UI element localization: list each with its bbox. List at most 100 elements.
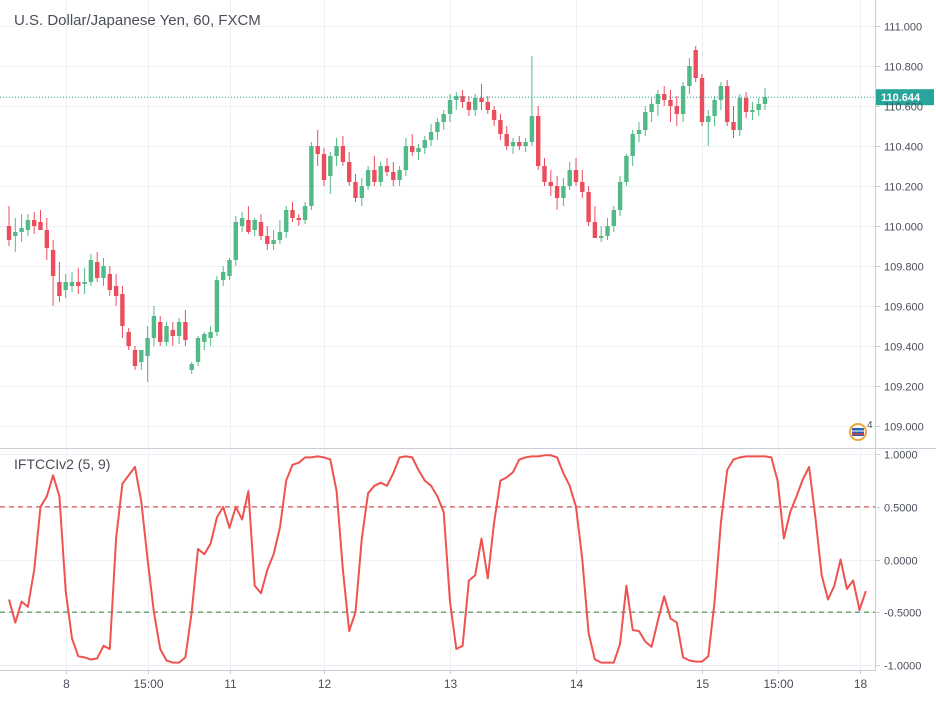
- candle-body: [6, 226, 12, 240]
- candle-body: [328, 156, 333, 176]
- candle-body: [214, 280, 220, 332]
- candle-body: [706, 116, 711, 122]
- candle-body: [69, 282, 75, 286]
- candle-body: [132, 350, 138, 366]
- axis-layer: 8 15:00 11 12 13 14 15 15:00 18 111.000 110.800 110…: [63, 22, 924, 692]
- candle-body: [183, 322, 188, 340]
- candle-body: [309, 146, 314, 206]
- candle-body: [57, 282, 62, 296]
- candle-body: [340, 146, 346, 162]
- candle-body: [680, 86, 686, 114]
- candle-body: [523, 142, 528, 146]
- candle-body: [397, 170, 402, 180]
- candle-body: [693, 50, 698, 78]
- candle-body: [605, 226, 610, 236]
- candle-body: [353, 182, 358, 198]
- candle-body: [208, 332, 213, 338]
- candle-body: [25, 220, 31, 230]
- candle-body: [561, 186, 566, 198]
- time-tick-label: 8: [63, 677, 70, 691]
- candle-body: [674, 106, 679, 114]
- candle-body: [454, 96, 459, 100]
- candle-body: [302, 206, 308, 220]
- candle-body: [139, 350, 144, 362]
- candle-body: [202, 334, 207, 342]
- indicator-tick-label: -0.5000: [884, 608, 921, 620]
- candle-body: [510, 142, 516, 146]
- candle-body: [643, 112, 648, 130]
- candle-body: [290, 210, 295, 218]
- candle-body: [101, 266, 106, 278]
- price-tick-label: 110.800: [884, 62, 923, 74]
- candle-body: [630, 134, 635, 156]
- candle-body: [145, 338, 150, 356]
- candle-body: [649, 104, 654, 112]
- candle-body: [573, 170, 579, 182]
- candle-body: [403, 146, 409, 170]
- candle-body: [113, 286, 119, 296]
- candle-body: [731, 122, 736, 130]
- time-tick-label: 12: [318, 677, 332, 691]
- candle-body: [44, 230, 49, 248]
- candle-body: [536, 116, 541, 166]
- candle-body: [365, 170, 371, 186]
- candle-body: [126, 332, 131, 346]
- candle-body: [76, 282, 81, 286]
- candle-body: [170, 330, 175, 336]
- price-tick-label: 109.400: [884, 342, 924, 354]
- price-tick-label: 111.000: [884, 22, 922, 34]
- candle-body: [718, 86, 724, 100]
- flag-count: 4: [867, 420, 873, 431]
- symbol-flag-icon[interactable]: [849, 423, 867, 441]
- candle-body: [82, 282, 87, 284]
- time-tick-label: 18: [854, 677, 868, 691]
- indicator-tick-label: 0.5000: [884, 503, 918, 515]
- candle-body: [529, 116, 535, 142]
- candle-body: [662, 94, 667, 100]
- candle-body: [120, 294, 125, 326]
- candle-body: [586, 192, 591, 222]
- candle-body: [176, 322, 182, 336]
- indicator-tick-label: 1.0000: [884, 450, 918, 462]
- candle-body: [189, 364, 194, 370]
- candle-body: [410, 146, 415, 152]
- time-tick-label: 14: [570, 677, 584, 691]
- candle-body: [743, 98, 749, 112]
- candle-body: [246, 220, 251, 232]
- candle-body: [750, 110, 755, 112]
- time-tick-label: 13: [444, 677, 458, 691]
- indicator-series-line: [8, 454, 867, 664]
- candle-body: [447, 100, 453, 114]
- candle-body: [498, 120, 503, 134]
- candle-body: [491, 110, 497, 120]
- candle-body: [466, 102, 472, 110]
- candle-body: [725, 86, 730, 122]
- candle-body: [265, 236, 270, 244]
- candle-body: [542, 166, 547, 182]
- candle-body: [554, 186, 560, 198]
- main-chart-title: U.S. Dollar/Japanese Yen, 60, FXCM: [14, 12, 261, 29]
- candle-body: [277, 232, 283, 240]
- candle-body: [384, 166, 390, 172]
- candle-body: [258, 222, 264, 236]
- candle-body: [611, 210, 616, 226]
- candle-body: [580, 182, 585, 192]
- candle-body: [517, 142, 522, 146]
- candle-body: [227, 260, 232, 276]
- indicator-tick-label: 0.0000: [884, 556, 918, 568]
- candle-body: [416, 148, 421, 152]
- label-layer: U.S. Dollar/Japanese Yen, 60, FXCM IFTCC…: [14, 12, 873, 472]
- candle-body: [252, 220, 257, 230]
- candle-body: [151, 316, 157, 338]
- candle-body: [284, 210, 289, 232]
- candle-body: [504, 134, 509, 146]
- candle-body: [422, 140, 427, 148]
- candle-body: [636, 130, 642, 134]
- candle-body: [315, 146, 320, 154]
- candle-body: [107, 274, 112, 290]
- candle-body: [378, 166, 383, 182]
- candle-body: [428, 132, 434, 140]
- candle-body: [762, 97, 768, 104]
- candle-body: [599, 236, 604, 238]
